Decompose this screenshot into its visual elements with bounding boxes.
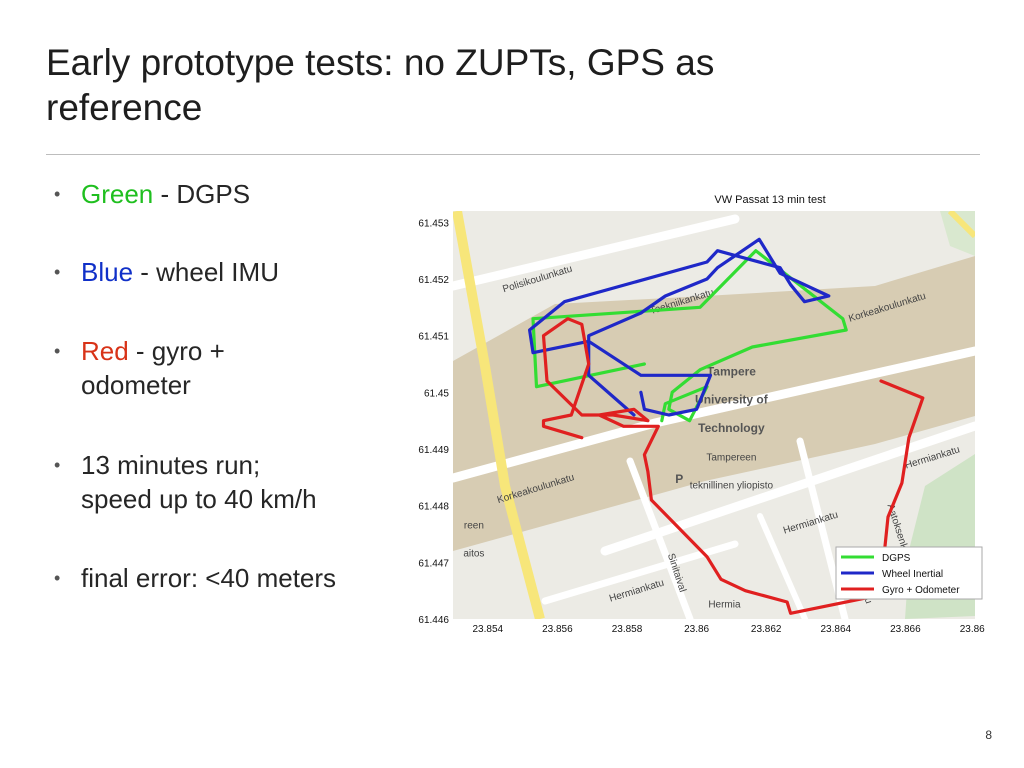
slide-number: 8 — [985, 728, 992, 742]
bullet-color-word: Blue — [81, 257, 134, 287]
map-label: aitos — [463, 549, 484, 560]
x-tick-label: 23.862 — [751, 624, 782, 635]
road-sinitaival — [626, 457, 694, 619]
y-tick-label: 61.449 — [418, 445, 449, 456]
title-line-1: Early prototype tests: no ZUPTs, GPS as — [46, 42, 715, 83]
bullet-marker: • — [54, 455, 61, 475]
slide-title: Early prototype tests: no ZUPTs, GPS as … — [46, 40, 946, 130]
x-tick-label: 23.854 — [473, 624, 504, 635]
y-tick-label: 61.45 — [424, 388, 449, 399]
y-tick-label: 61.447 — [418, 558, 449, 569]
y-tick-label: 61.448 — [418, 502, 449, 513]
chart-title: VW Passat 13 min test — [714, 194, 825, 206]
green-area-2 — [940, 211, 975, 256]
y-tick-label: 61.453 — [418, 218, 449, 229]
map-label: University of — [695, 393, 769, 407]
map-label: P — [675, 472, 683, 486]
y-tick-label: 61.452 — [418, 275, 449, 286]
series-line-wheel-inertial — [527, 237, 831, 417]
x-tick-label: 23.864 — [821, 624, 852, 635]
road-polisikoulunkatu — [453, 214, 740, 291]
road-korkeakoulunkatu — [453, 346, 975, 483]
title-divider — [46, 154, 980, 155]
bullet-color-word: Green — [81, 179, 154, 209]
y-tick-label: 61.451 — [418, 332, 449, 343]
chart-legend: DGPS Wheel Inertial Gyro + Odometer — [835, 546, 983, 600]
bullet-marker: • — [54, 262, 61, 282]
bullet-text: 13 minutes run; — [81, 450, 261, 480]
bullet-text: - wheel IMU — [133, 257, 279, 287]
legend-label: Gyro + Odometer — [882, 585, 960, 596]
chart-axes: 23.854 23.856 23.858 23.86 23.862 23.864 23.86… — [418, 218, 985, 635]
trajectory-chart: VW Passat 13 min test PolisikoulunkatuTe… — [418, 194, 985, 635]
x-tick-label: 23.856 — [542, 624, 573, 635]
legend-label: DGPS — [882, 553, 911, 564]
bullet-text-line2: odometer — [81, 370, 191, 400]
bullet-color-word: Red — [81, 336, 129, 366]
x-tick-label: 23.868 — [960, 624, 985, 635]
x-tick-label: 23.858 — [612, 624, 643, 635]
x-tick-label: 23.86 — [684, 624, 709, 635]
bullet-text-line2: speed up to 40 km/h — [81, 484, 317, 514]
road-yellow-east — [947, 211, 975, 239]
map-label: Tampere — [707, 364, 756, 378]
road-yellow-main — [453, 211, 545, 619]
map-label: Hermia — [708, 600, 741, 611]
bullet-text: - DGPS — [153, 179, 251, 209]
bullet-marker: • — [54, 568, 61, 588]
bullet-text: final error: <40 meters — [81, 563, 337, 593]
road-hermiankatu — [600, 421, 975, 556]
title-line-2: reference — [46, 87, 203, 128]
map-label: Technology — [698, 421, 765, 435]
bullet-text: - gyro + — [128, 336, 225, 366]
legend-label: Wheel Inertial — [882, 569, 943, 580]
map-label: reen — [464, 520, 484, 531]
map-label: Tampereen — [706, 452, 756, 463]
road-visiokatu — [757, 513, 808, 619]
x-tick-label: 23.866 — [890, 624, 921, 635]
bullet-marker: • — [54, 341, 61, 361]
y-tick-label: 61.446 — [418, 615, 449, 626]
bullet-marker: • — [54, 184, 61, 204]
map-label: teknillinen yliopisto — [690, 481, 774, 492]
